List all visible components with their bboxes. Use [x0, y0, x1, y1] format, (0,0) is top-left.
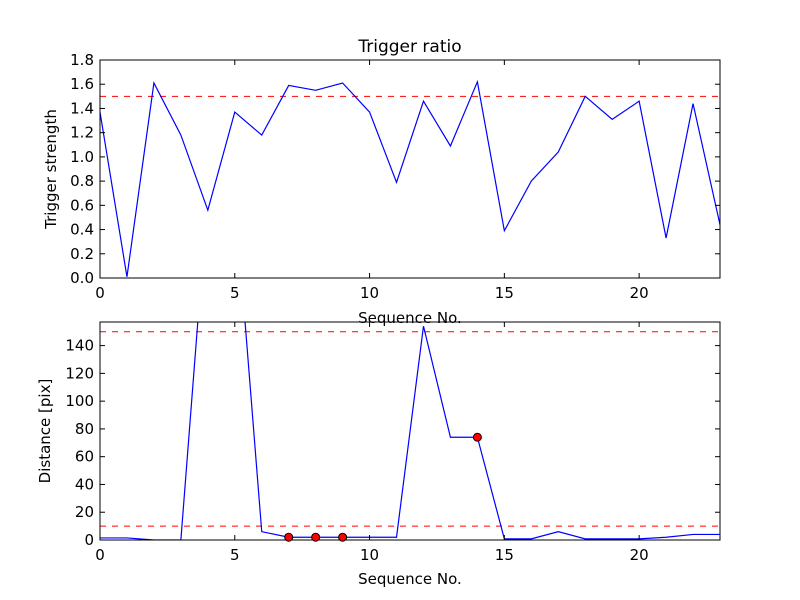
x-tick-label: 5 [230, 546, 240, 564]
x-axis-label: Sequence No. [358, 570, 462, 588]
y-tick-label: 1.2 [70, 124, 94, 142]
y-tick-label: 60 [75, 448, 94, 466]
distance-plot: 0 5 10 15 20 0 20 40 60 80 100 120 140 Sequence No.… [36, 321, 721, 588]
y-tick-label: 100 [65, 392, 94, 410]
y-axis-label: Trigger strength [42, 109, 60, 230]
x-axis-label: Sequence No. [358, 309, 462, 327]
y-tick-label: 140 [65, 337, 94, 355]
x-tick-label: 20 [630, 284, 649, 302]
y-axis-label: Distance [pix] [36, 379, 54, 484]
x-tick-label: 10 [360, 284, 379, 302]
y-tick-label: 20 [75, 503, 94, 521]
y-tick-label: 0 [84, 531, 94, 549]
chart-title: Trigger ratio [357, 37, 461, 57]
x-tick-label: 15 [495, 546, 514, 564]
y-tick-label: 1.0 [70, 148, 94, 166]
data-marker [311, 532, 321, 542]
y-tick-label: 0.2 [70, 245, 94, 263]
series-line [100, 322, 720, 540]
plot-frame [99, 321, 721, 541]
y-tick-label: 120 [65, 364, 94, 382]
x-tick-label: 20 [630, 546, 649, 564]
y-tick-label: 1.6 [70, 75, 94, 93]
series-line [100, 79, 720, 277]
y-tick-label: 0.6 [70, 196, 94, 214]
y-tick-label: 1.8 [70, 51, 94, 69]
x-tick-label: 15 [495, 284, 514, 302]
y-tick-label: 80 [75, 420, 94, 438]
y-tick-label: 1.4 [70, 99, 94, 117]
x-tick-label: 10 [360, 546, 379, 564]
x-tick-label: 5 [230, 284, 240, 302]
y-tick-label: 0.8 [70, 172, 94, 190]
y-tick-label: 40 [75, 475, 94, 493]
data-marker [472, 432, 482, 442]
y-tick-label: 0.4 [70, 221, 94, 239]
data-marker [338, 532, 348, 542]
x-tick-label: 0 [95, 284, 105, 302]
data-marker [284, 532, 294, 542]
y-tick-label: 0.0 [70, 269, 94, 287]
plot-frame [99, 59, 721, 279]
x-tick-label: 0 [95, 546, 105, 564]
